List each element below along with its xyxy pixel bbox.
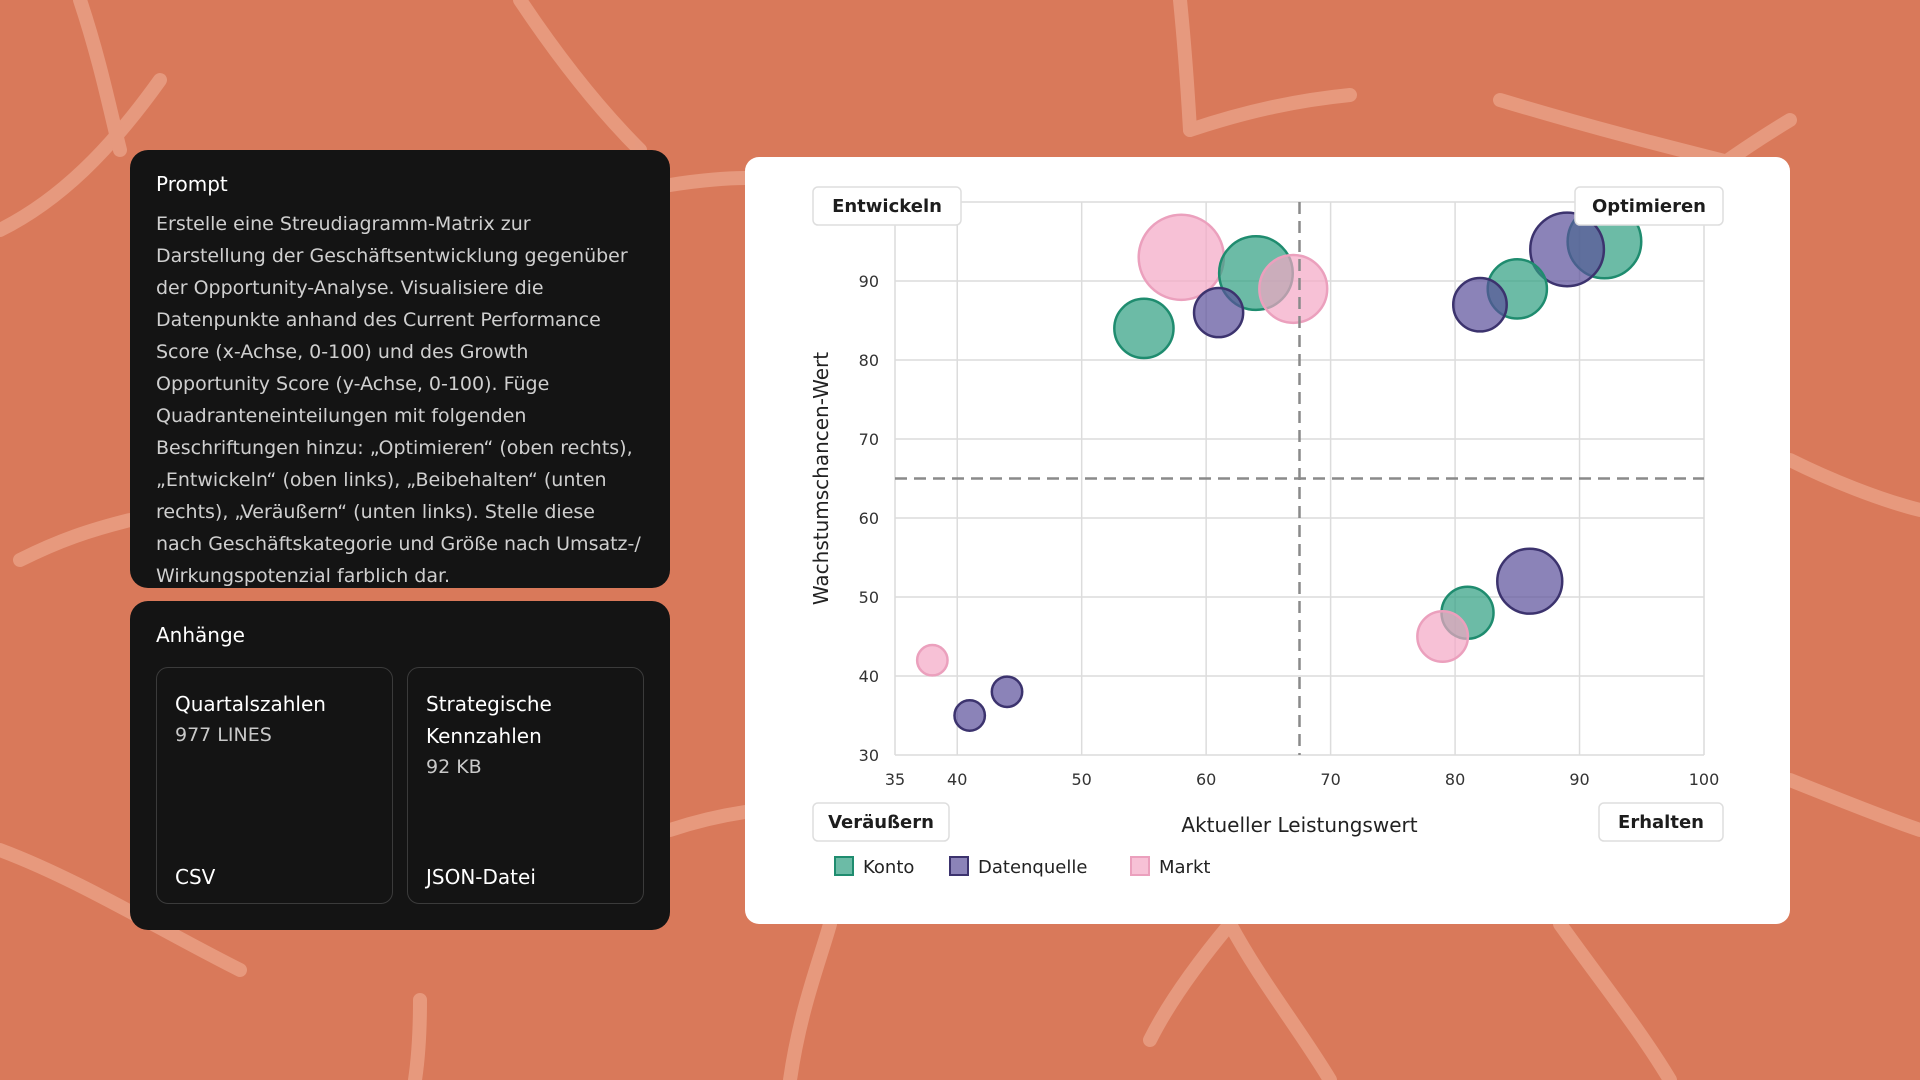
attachment-type: CSV — [175, 865, 216, 889]
attachment-name: Strategische Kennzahlen — [426, 692, 552, 748]
quadrant-label-bottom-right-text: Erhalten — [1618, 812, 1704, 833]
prompt-title: Prompt — [156, 172, 228, 196]
attachment-quartalszahlen[interactable]: Quartalszahlen 977 LINES CSV — [156, 667, 393, 904]
attachments-list: Quartalszahlen 977 LINES CSV Strategisch… — [156, 667, 644, 904]
y-tick-label: 80 — [859, 351, 879, 370]
legend-swatch-datenquelle — [949, 856, 969, 876]
legend-swatch-konto — [834, 856, 854, 876]
attachment-strategische-kennzahlen[interactable]: Strategische Kennzahlen 92 KB JSON-Datei — [407, 667, 644, 904]
quadrant-label-top-left-text: Entwickeln — [832, 196, 942, 217]
data-point-markt — [1416, 609, 1470, 664]
data-point-konto — [1113, 297, 1175, 360]
x-tick-label: 50 — [1072, 770, 1092, 789]
attachments-title: Anhänge — [156, 623, 245, 647]
y-axis-label: Wachstumschancen-Wert — [809, 352, 833, 605]
quadrant-label-top-right-text: Optimieren — [1592, 196, 1706, 217]
data-point-datenquelle — [990, 675, 1024, 709]
data-point-datenquelle — [953, 699, 987, 732]
quadrant-label-bottom-right-box — [1598, 802, 1724, 842]
quadrant-label-bottom-right: Erhalten — [1598, 802, 1724, 842]
y-tick-label: 60 — [859, 509, 879, 528]
x-axis-label: Aktueller Leistungswert — [1181, 813, 1417, 837]
x-tick-label: 80 — [1445, 770, 1465, 789]
attachment-meta: 977 LINES — [175, 724, 272, 746]
x-tick-label: 35 — [885, 770, 905, 789]
quadrant-label-bottom-left-text: Veräußern — [828, 812, 934, 833]
y-tick-label: 70 — [859, 430, 879, 449]
y-tick-label: 50 — [859, 588, 879, 607]
quadrant-label-bottom-left: Veräußern — [812, 802, 950, 842]
quadrant-label-top-right-box — [1574, 186, 1724, 226]
data-point-markt — [1258, 253, 1329, 325]
quadrant-label-bottom-left-box — [812, 802, 950, 842]
legend-label-datenquelle: Datenquelle — [978, 857, 1087, 878]
attachments-card: Anhänge Quartalszahlen 977 LINES CSV Str… — [130, 601, 670, 930]
quadrant-label-top-left-box — [812, 186, 962, 226]
attachment-meta: 92 KB — [426, 756, 482, 778]
scatter-chart: 35 40 50 60 70 80 90 100 30 40 50 60 70 80 90 Aktueller… — [809, 186, 1724, 878]
data-point-datenquelle — [1192, 286, 1245, 339]
legend-swatch-markt — [1130, 856, 1150, 876]
x-tick-label: 60 — [1196, 770, 1216, 789]
x-tick-label: 70 — [1320, 770, 1340, 789]
quadrant-label-top-right: Optimieren — [1574, 186, 1724, 226]
y-tick-label: 30 — [859, 746, 879, 765]
data-point-markt — [915, 643, 949, 677]
y-tick-label: 90 — [859, 272, 879, 291]
x-tick-label: 90 — [1569, 770, 1589, 789]
x-tick-label: 100 — [1689, 770, 1720, 789]
prompt-text: Erstelle eine Streudiagramm-Matrix zur D… — [156, 213, 641, 587]
x-tick-label: 40 — [947, 770, 967, 789]
attachment-type: JSON-Datei — [426, 865, 536, 889]
chart-card: 35 40 50 60 70 80 90 100 30 40 50 60 70 80 90 Aktueller… — [745, 157, 1790, 924]
y-tick-label: 40 — [859, 667, 879, 686]
attachment-name: Quartalszahlen — [175, 692, 326, 716]
data-point-datenquelle — [1529, 211, 1606, 288]
legend-label-markt: Markt — [1159, 857, 1210, 878]
prompt-card: Prompt Erstelle eine Streudiagramm-Matri… — [130, 150, 670, 588]
data-point-datenquelle — [1496, 547, 1564, 615]
quadrant-label-top-left: Entwickeln — [812, 186, 962, 226]
legend-label-konto: Konto — [863, 857, 914, 878]
data-point-datenquelle — [1451, 276, 1508, 333]
data-point-markt — [1137, 213, 1226, 302]
